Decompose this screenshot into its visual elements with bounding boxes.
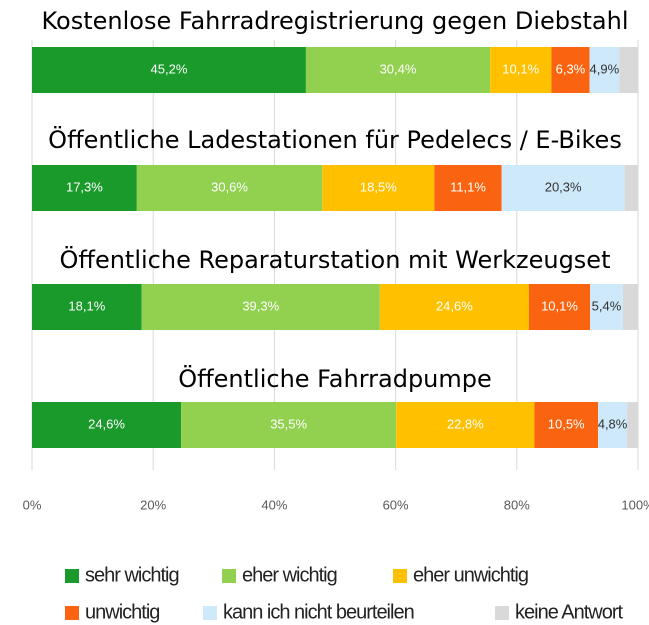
bar-segment — [32, 402, 182, 448]
value-label: 6,3% — [556, 61, 586, 76]
legend-swatch — [495, 606, 509, 620]
bar-segment — [627, 402, 638, 448]
legend-label: eher unwichtig — [413, 564, 528, 586]
value-label: 24,6% — [436, 298, 473, 313]
bar-title: Kostenlose Fahrradregistrierung gegen Di… — [41, 7, 628, 35]
bar-segment — [322, 165, 435, 211]
legend-swatch — [393, 569, 407, 583]
value-label: 5,4% — [592, 298, 622, 313]
value-label: 10,5% — [548, 416, 585, 431]
x-tick-label: 0% — [23, 497, 42, 512]
bar-segment — [528, 284, 591, 330]
bar-segment — [590, 284, 623, 330]
bar-segment — [598, 402, 628, 448]
bar-segment — [32, 165, 137, 211]
bar-segment — [501, 165, 625, 211]
bar-segment — [136, 165, 323, 211]
value-label: 20,3% — [545, 179, 582, 194]
bar-segment — [379, 284, 529, 330]
value-label: 30,4% — [380, 61, 417, 76]
legend-swatch — [65, 606, 79, 620]
value-label: 18,1% — [68, 298, 105, 313]
value-label: 4,8% — [598, 416, 628, 431]
bar-segment — [589, 47, 620, 93]
value-label: 10,1% — [541, 298, 578, 313]
bar-title: Öffentliche Reparaturstation mit Werkzeu… — [60, 245, 611, 274]
legend-swatch — [203, 606, 217, 620]
legend-label: kann ich nicht beurteilen — [223, 601, 414, 623]
bar-title: Öffentliche Ladestationen für Pedelecs /… — [48, 125, 622, 154]
value-label: 10,1% — [502, 61, 539, 76]
bar-segment — [490, 47, 552, 93]
value-label: 45,2% — [151, 61, 188, 76]
legend-label: eher wichtig — [242, 564, 337, 586]
bar-title: Öffentliche Fahrradpumpe — [178, 364, 492, 393]
x-tick-label: 20% — [140, 497, 166, 512]
bar-segment — [181, 402, 397, 448]
legend-label: keine Antwort — [515, 601, 624, 623]
value-label: 39,3% — [242, 298, 279, 313]
bar-segment — [534, 402, 599, 448]
legend-swatch — [222, 569, 236, 583]
bar-segment — [434, 165, 502, 211]
value-label: 24,6% — [88, 416, 125, 431]
legend-label: unwichtig — [85, 601, 159, 623]
bar-segment — [32, 47, 306, 93]
x-tick-label: 80% — [504, 497, 530, 512]
value-label: 4,9% — [590, 61, 620, 76]
bar-segment — [624, 165, 638, 211]
bar-segment — [141, 284, 380, 330]
bar-segment — [305, 47, 491, 93]
x-tick-label: 60% — [383, 497, 409, 512]
bar-segment — [396, 402, 535, 448]
legend-label: sehr wichtig — [85, 564, 179, 586]
value-label: 35,5% — [270, 416, 307, 431]
value-label: 30,6% — [211, 179, 248, 194]
value-label: 22,8% — [447, 416, 484, 431]
bar-segment — [32, 284, 142, 330]
bar-segment — [619, 47, 638, 93]
value-label: 11,1% — [450, 179, 486, 194]
value-label: 17,3% — [66, 179, 103, 194]
bar-segment — [551, 47, 590, 93]
value-label: 18,5% — [360, 179, 397, 194]
legend-swatch — [65, 569, 79, 583]
x-tick-label: 40% — [261, 497, 287, 512]
x-tick-label: 100% — [621, 497, 649, 512]
bar-segment — [622, 284, 638, 330]
